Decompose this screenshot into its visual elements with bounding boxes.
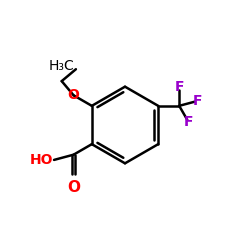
Text: O: O — [68, 88, 80, 102]
Text: F: F — [174, 80, 184, 94]
Text: HO: HO — [29, 153, 53, 167]
Text: H₃C: H₃C — [49, 58, 75, 72]
Text: F: F — [193, 94, 202, 108]
Text: F: F — [184, 115, 194, 129]
Text: O: O — [67, 180, 80, 195]
